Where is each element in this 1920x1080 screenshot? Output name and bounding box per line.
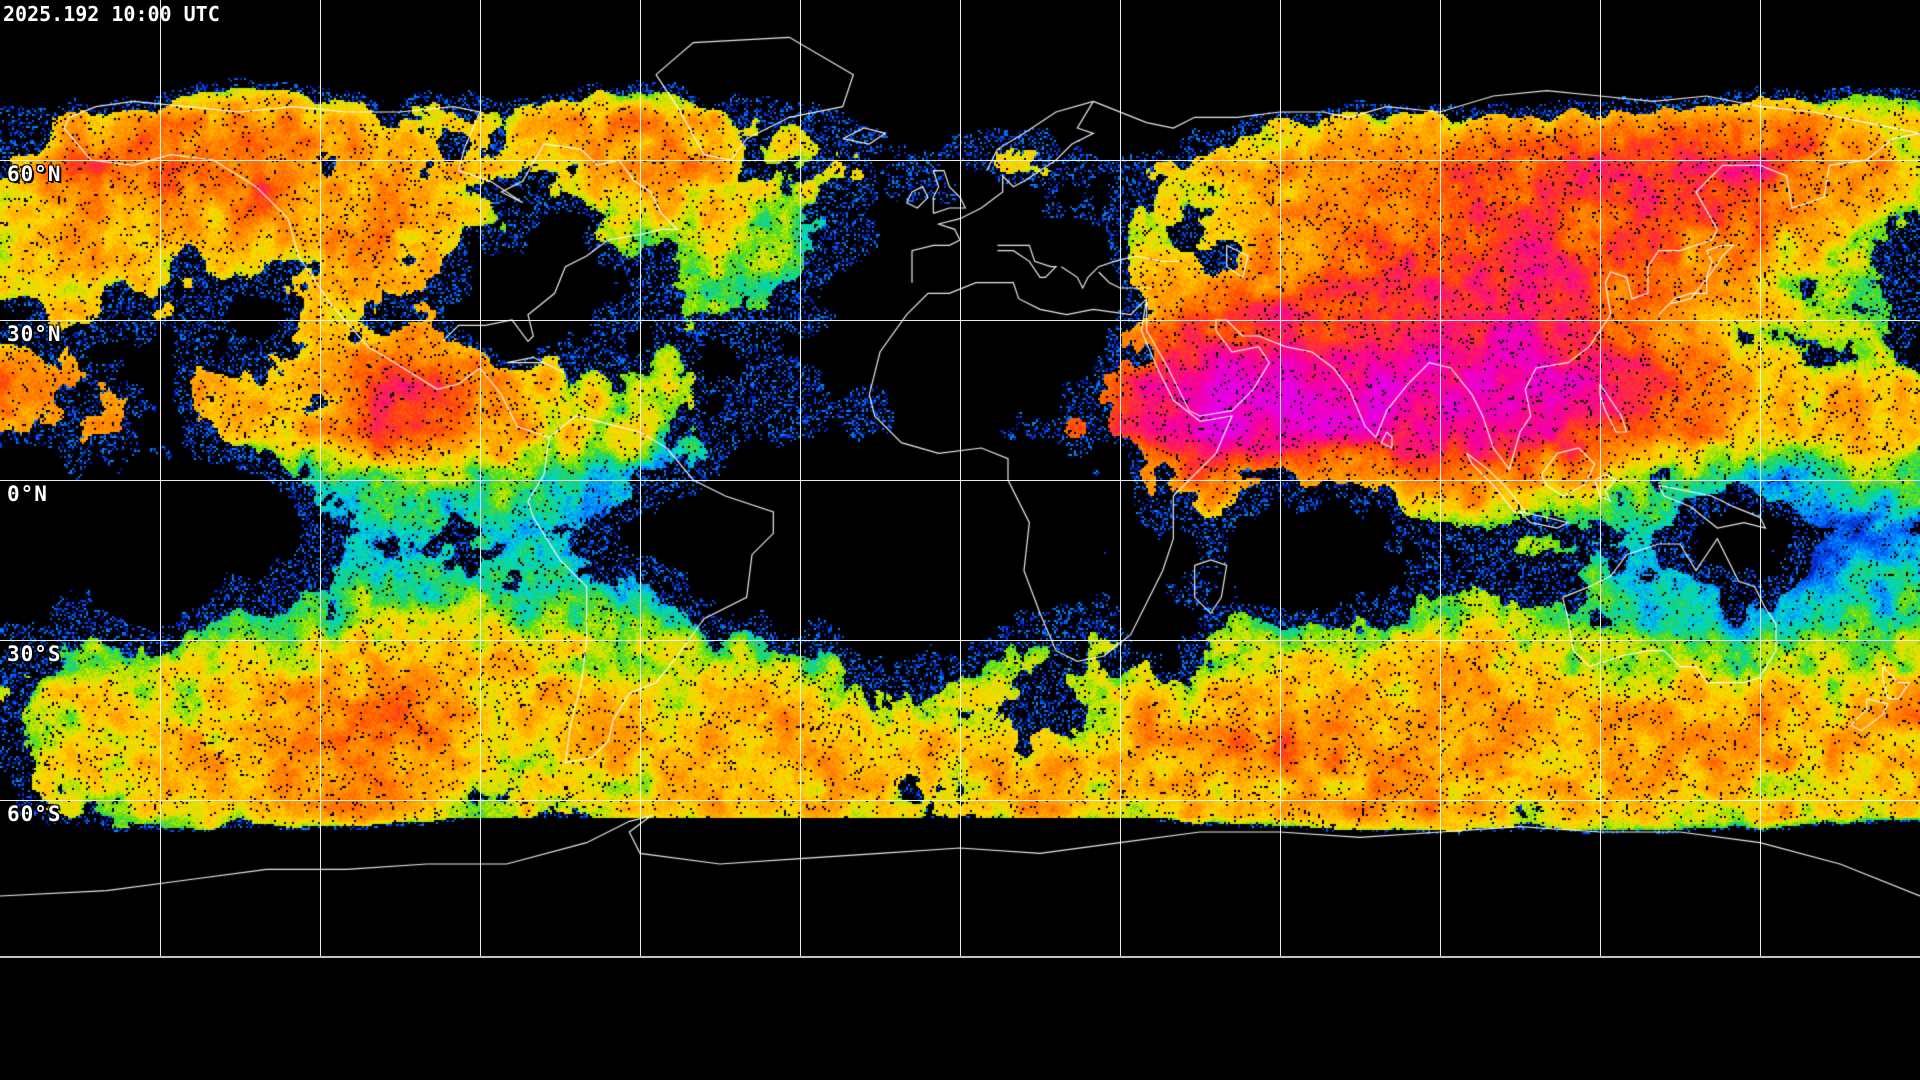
latitude-gridline [0,480,1920,481]
longitude-gridline [160,0,161,956]
latitude-gridline [0,640,1920,641]
colorbar-legend: 024681012141620 Cloud Top Height, kilome… [0,958,1920,1080]
latitude-gridline [0,320,1920,321]
longitude-gridline [1280,0,1281,956]
longitude-gridline [1120,0,1121,956]
latitude-gridline [0,160,1920,161]
latitude-gridline [0,800,1920,801]
longitude-gridline [800,0,801,956]
latitude-label: 60°S [7,802,62,826]
map-bottom-frame-line [0,956,1920,958]
longitude-gridline [480,0,481,956]
longitude-gridline [1760,0,1761,956]
latitude-label: 60°N [7,162,62,186]
timestamp-label: 2025.192 10:00 UTC [3,2,220,26]
longitude-gridline [960,0,961,956]
longitude-gridline [1440,0,1441,956]
latitude-label: 30°N [7,322,62,346]
longitude-gridline [640,0,641,956]
longitude-gridline [320,0,321,956]
latitude-label: 30°S [7,642,62,666]
longitude-gridline [1600,0,1601,956]
world-map-area: 60°N 30°N 0°N 30°S 60°S 2025.192 10:00 UTC [0,0,1920,956]
latitude-label: 0°N [7,482,48,506]
